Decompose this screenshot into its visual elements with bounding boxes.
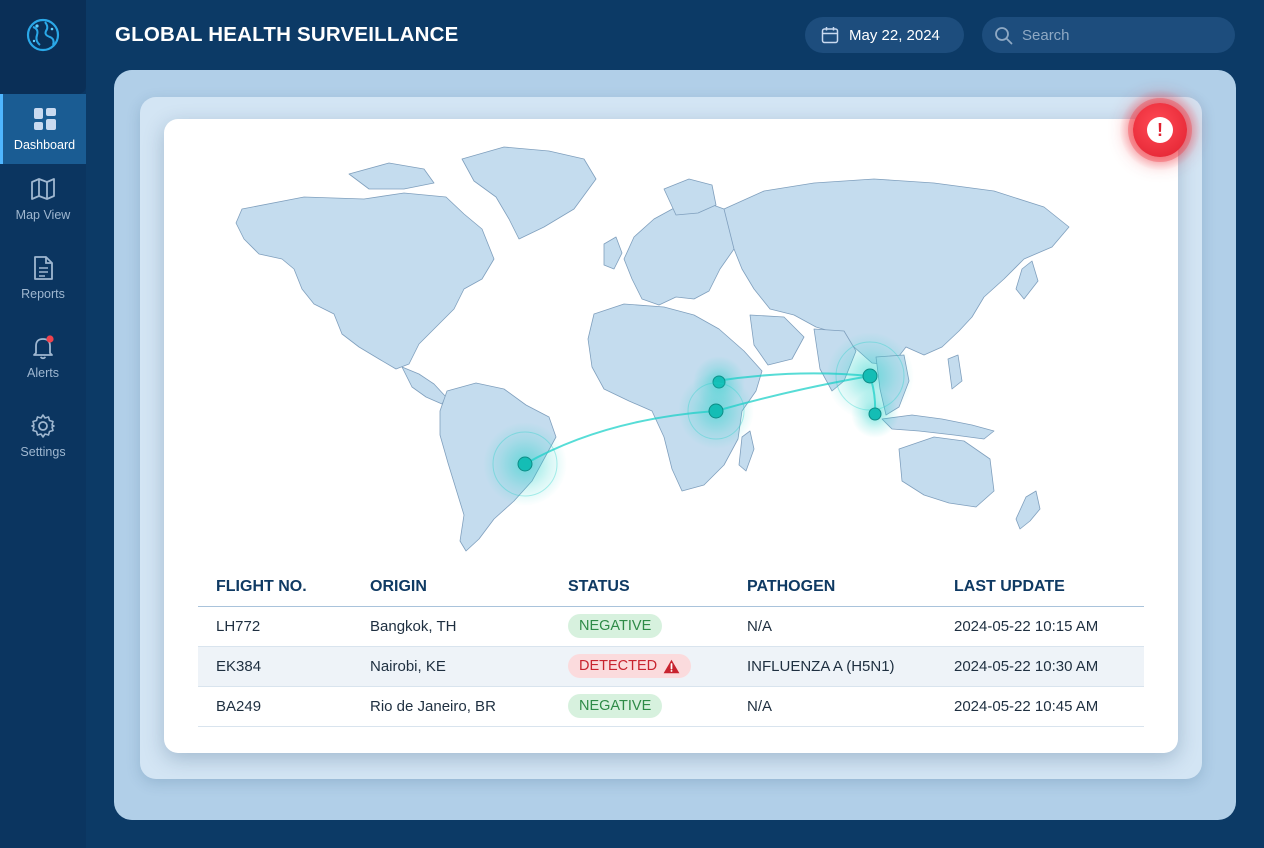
date-label: May 22, 2024 <box>849 26 940 44</box>
hotspot-singapore <box>851 390 899 438</box>
sidebar-item-label: Dashboard <box>13 138 76 152</box>
sidebar-item-settings[interactable]: Settings <box>0 401 86 471</box>
arabia-landmass <box>749 314 805 366</box>
arctic-islands-landmass <box>348 162 435 190</box>
gear-icon <box>31 414 55 438</box>
australia-landmass <box>898 436 995 508</box>
greenland-landmass <box>461 146 597 240</box>
alert-icon: ! <box>1133 103 1187 157</box>
madagascar-landmass <box>738 430 755 472</box>
north-america-landmass <box>235 192 495 370</box>
search-box[interactable] <box>982 17 1235 53</box>
table-row[interactable]: EK384 Nairobi, KE DETECTED INFLUENZA A (… <box>198 646 1144 687</box>
europe-landmass <box>623 200 740 306</box>
sidebar-item-dashboard[interactable]: Dashboard <box>0 94 86 164</box>
world-map[interactable] <box>164 119 1178 569</box>
origin-cell: Rio de Janeiro, BR <box>352 686 550 727</box>
pathogen-cell: INFLUENZA A (H5N1) <box>729 646 936 687</box>
table-row[interactable]: LH772 Bangkok, TH NEGATIVE N/A 2024-05-2… <box>198 606 1144 647</box>
indonesia-landmass <box>881 414 995 440</box>
search-input[interactable] <box>1022 26 1222 44</box>
flight-cell: BA249 <box>198 686 352 727</box>
philippines-landmass <box>947 354 963 390</box>
surveillance-card: FLIGHT NO. ORIGIN STATUS PATHOGEN LAST U… <box>164 119 1178 753</box>
last-update-cell: 2024-05-22 10:30 AM <box>936 646 1144 687</box>
column-header-origin[interactable]: ORIGIN <box>352 569 550 607</box>
flight-cell: EK384 <box>198 646 352 687</box>
status-cell: DETECTED <box>550 646 729 687</box>
status-badge-negative: NEGATIVE <box>568 694 663 718</box>
logo[interactable] <box>0 0 86 94</box>
sidebar-item-alerts[interactable]: Alerts <box>0 322 86 392</box>
last-update-cell: 2024-05-22 10:45 AM <box>936 686 1144 727</box>
sidebar-item-map-view[interactable]: Map View <box>0 164 86 234</box>
table-header-row: FLIGHT NO. ORIGIN STATUS PATHOGEN LAST U… <box>198 569 1144 607</box>
globe-logo-icon <box>26 18 60 52</box>
status-badge-label: DETECTED <box>579 658 658 674</box>
column-header-flight[interactable]: FLIGHT NO. <box>198 569 352 607</box>
alert-button[interactable]: ! <box>1120 90 1200 170</box>
date-picker[interactable]: May 22, 2024 <box>805 17 964 53</box>
japan-landmass <box>1015 260 1039 300</box>
sidebar: Dashboard Map View Reports Alerts Settin… <box>0 0 86 848</box>
exclamation-icon: ! <box>1147 117 1173 143</box>
uk-landmass <box>603 236 623 270</box>
warning-icon <box>663 659 680 673</box>
flight-cell: LH772 <box>198 606 352 647</box>
sidebar-item-label: Map View <box>15 208 71 222</box>
asia-landmass <box>723 178 1070 366</box>
document-icon <box>34 256 53 280</box>
map-icon <box>31 178 55 200</box>
status-badge-detected: DETECTED <box>568 654 692 678</box>
pathogen-cell: N/A <box>729 686 936 727</box>
status-badge-label: NEGATIVE <box>579 618 652 634</box>
page-title: GLOBAL HEALTH SURVEILLANCE <box>115 23 459 46</box>
pathogen-cell: N/A <box>729 606 936 647</box>
status-cell: NEGATIVE <box>550 606 729 647</box>
origin-cell: Bangkok, TH <box>352 606 550 647</box>
flight-table: FLIGHT NO. ORIGIN STATUS PATHOGEN LAST U… <box>198 569 1144 727</box>
column-header-pathogen[interactable]: PATHOGEN <box>729 569 936 607</box>
search-icon <box>995 26 1013 44</box>
origin-cell: Nairobi, KE <box>352 646 550 687</box>
dashboard-icon <box>33 108 56 130</box>
hotspot-rio-de-janeiro <box>483 422 567 506</box>
status-cell: NEGATIVE <box>550 686 729 727</box>
calendar-icon <box>821 27 839 44</box>
sidebar-item-label: Reports <box>21 287 65 301</box>
status-badge-negative: NEGATIVE <box>568 614 663 638</box>
scandinavia-landmass <box>663 178 717 216</box>
new-zealand-landmass <box>1015 490 1041 530</box>
sidebar-item-label: Settings <box>20 445 66 459</box>
status-badge-label: NEGATIVE <box>579 698 652 714</box>
last-update-cell: 2024-05-22 10:15 AM <box>936 606 1144 647</box>
column-header-last-update[interactable]: LAST UPDATE <box>936 569 1144 607</box>
hotspot-nairobi <box>678 373 754 449</box>
bell-icon <box>33 335 54 360</box>
notification-dot <box>46 335 54 343</box>
sidebar-item-label: Alerts <box>27 366 59 380</box>
column-header-status[interactable]: STATUS <box>550 569 729 607</box>
sidebar-item-reports[interactable]: Reports <box>0 243 86 313</box>
table-row[interactable]: BA249 Rio de Janeiro, BR NEGATIVE N/A 20… <box>198 686 1144 727</box>
central-america-landmass <box>401 366 447 405</box>
